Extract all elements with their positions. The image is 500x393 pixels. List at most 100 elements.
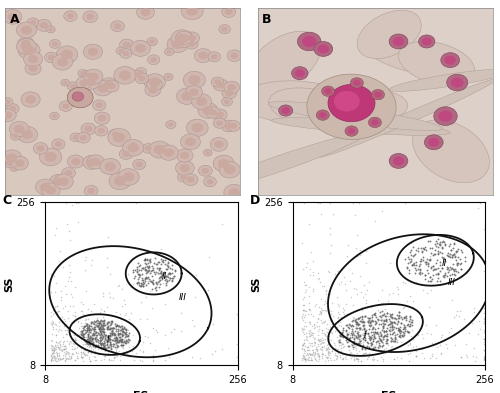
Point (161, 274, 169, 280)
Point (86, 358, 94, 364)
Point (56, 342, 64, 348)
Point (166, 265, 174, 271)
Point (476, 325, 484, 332)
Point (380, 328, 388, 334)
Point (301, 307, 309, 314)
Y-axis label: SS: SS (4, 276, 14, 292)
Point (299, 353, 307, 359)
Point (412, 353, 420, 359)
Point (48, 346, 56, 353)
Point (312, 347, 320, 354)
Point (92, 342, 100, 348)
Point (48, 347, 56, 353)
Point (52, 322, 60, 329)
Point (139, 283, 147, 289)
Point (345, 338, 353, 344)
Point (137, 283, 145, 289)
Point (90, 318, 98, 325)
Point (146, 270, 154, 276)
Point (395, 328, 403, 334)
Point (462, 351, 470, 358)
Point (97, 328, 105, 334)
Point (92, 343, 100, 349)
Point (379, 312, 387, 318)
Point (100, 339, 108, 345)
Point (354, 332, 362, 338)
Circle shape (147, 37, 158, 46)
Point (298, 313, 306, 319)
Point (299, 352, 307, 358)
Point (306, 321, 314, 327)
Circle shape (368, 117, 382, 128)
Point (66, 274, 74, 280)
Text: III: III (178, 293, 186, 302)
Point (106, 343, 114, 350)
Point (133, 279, 141, 286)
Point (98, 322, 106, 328)
Point (80, 347, 88, 353)
Point (440, 255, 448, 261)
Point (94, 317, 102, 323)
Point (72, 200, 80, 206)
Point (335, 321, 343, 328)
Point (402, 315, 410, 321)
Point (144, 274, 152, 280)
Point (49, 307, 57, 313)
Point (480, 329, 488, 336)
Point (356, 336, 364, 343)
Point (388, 315, 396, 321)
Point (474, 205, 482, 211)
Point (49, 349, 57, 355)
Circle shape (314, 41, 332, 56)
Point (84, 326, 92, 332)
Point (317, 340, 325, 347)
Point (388, 320, 396, 326)
Point (314, 322, 322, 329)
Point (319, 318, 327, 325)
Point (371, 344, 379, 351)
Point (392, 332, 400, 338)
Point (450, 268, 458, 275)
Point (426, 287, 434, 293)
Point (68, 350, 76, 356)
Point (84, 349, 92, 356)
Point (93, 343, 101, 349)
Point (300, 200, 308, 206)
Point (90, 349, 98, 356)
Point (424, 270, 432, 276)
Point (343, 332, 351, 338)
Point (304, 347, 312, 353)
Circle shape (86, 158, 97, 166)
Point (348, 342, 356, 348)
Point (424, 304, 432, 310)
Point (360, 352, 368, 358)
Point (81, 352, 89, 358)
Point (302, 308, 310, 314)
Point (104, 336, 112, 342)
Circle shape (54, 178, 64, 186)
Point (441, 272, 449, 278)
Point (48, 351, 56, 358)
Point (366, 335, 374, 341)
Point (327, 311, 335, 317)
Point (55, 325, 63, 332)
Point (87, 262, 95, 268)
Point (378, 343, 386, 349)
Point (414, 247, 422, 253)
Point (302, 333, 310, 339)
Point (480, 353, 488, 359)
Point (107, 321, 115, 327)
Point (97, 337, 105, 343)
Point (331, 271, 339, 277)
Circle shape (80, 79, 88, 86)
Point (359, 342, 367, 348)
Point (346, 353, 354, 359)
Point (361, 327, 369, 334)
Point (472, 354, 480, 360)
Point (405, 256, 413, 263)
Point (146, 340, 154, 346)
Point (428, 272, 436, 278)
Point (158, 273, 166, 279)
Point (80, 267, 88, 274)
Point (336, 336, 344, 342)
